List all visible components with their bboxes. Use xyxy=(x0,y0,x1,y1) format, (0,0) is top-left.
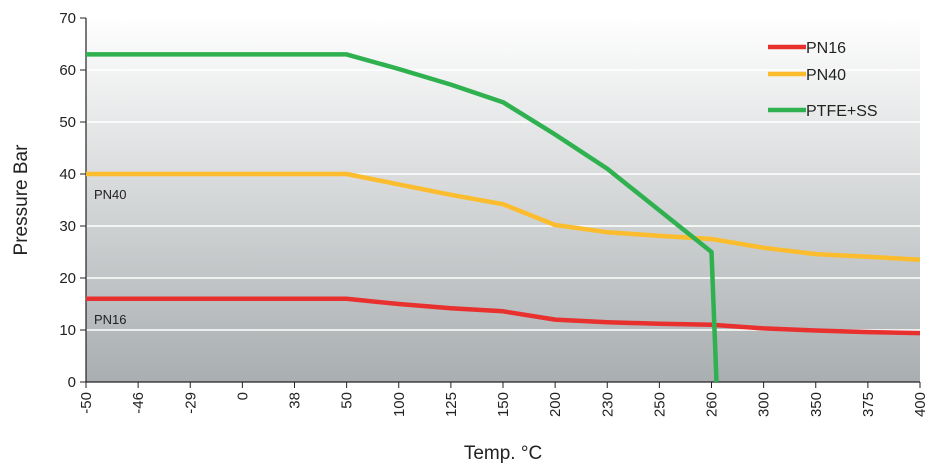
y-tick-label: 60 xyxy=(59,62,76,79)
y-tick-label: 70 xyxy=(59,10,76,27)
y-tick-label: 0 xyxy=(68,374,76,391)
x-tick-label: 375 xyxy=(860,392,877,417)
y-tick-label: 10 xyxy=(59,322,76,339)
x-tick-label: -50 xyxy=(78,392,95,414)
series-lines xyxy=(86,52,921,383)
y-axis-title: Pressure Bar xyxy=(11,144,32,256)
x-tick-label: 300 xyxy=(756,392,773,417)
series-line-pn16 xyxy=(86,296,921,336)
x-tick-label: 38 xyxy=(287,392,304,409)
x-tick-label: 250 xyxy=(651,392,668,417)
x-tick-label: 125 xyxy=(443,392,460,417)
y-tick-label: 20 xyxy=(59,270,76,287)
x-tick-label: -46 xyxy=(130,392,147,414)
legend-label: PTFE+SS xyxy=(806,103,878,120)
x-tick-labels: -50 -46 -29 0 38 50 100 125 150 200 230 250 260 300 35… xyxy=(78,382,929,417)
x-tick-label: 260 xyxy=(704,392,721,417)
x-tick-label: 230 xyxy=(599,392,616,417)
x-tick-label: 350 xyxy=(808,392,825,417)
x-tick-label: -29 xyxy=(182,392,199,414)
x-tick-label: 150 xyxy=(495,392,512,417)
x-tick-label: 50 xyxy=(339,392,356,409)
y-tick-label: 50 xyxy=(59,114,76,131)
annotation-pn40: PN40 xyxy=(94,187,127,202)
y-tick-labels: 0 10 20 30 40 50 60 70 xyxy=(59,10,86,391)
x-tick-label: 100 xyxy=(391,392,408,417)
x-axis-title: Temp. °C xyxy=(464,443,542,464)
legend-label: PN16 xyxy=(806,40,846,57)
x-tick-label: 0 xyxy=(234,392,251,400)
legend: PN16 PN40 PTFE+SS xyxy=(768,40,878,120)
x-tick-label: 400 xyxy=(912,392,929,417)
series-line-ptfe-ss xyxy=(86,52,719,383)
y-tick-label: 30 xyxy=(59,218,76,235)
x-tick-label: 200 xyxy=(547,392,564,417)
annotations: PN40 PN16 xyxy=(94,187,127,327)
y-tick-label: 40 xyxy=(59,166,76,183)
series-line-pn40 xyxy=(86,171,921,263)
legend-label: PN40 xyxy=(806,67,846,84)
plot-area xyxy=(86,18,920,382)
annotation-pn16: PN16 xyxy=(94,312,127,327)
